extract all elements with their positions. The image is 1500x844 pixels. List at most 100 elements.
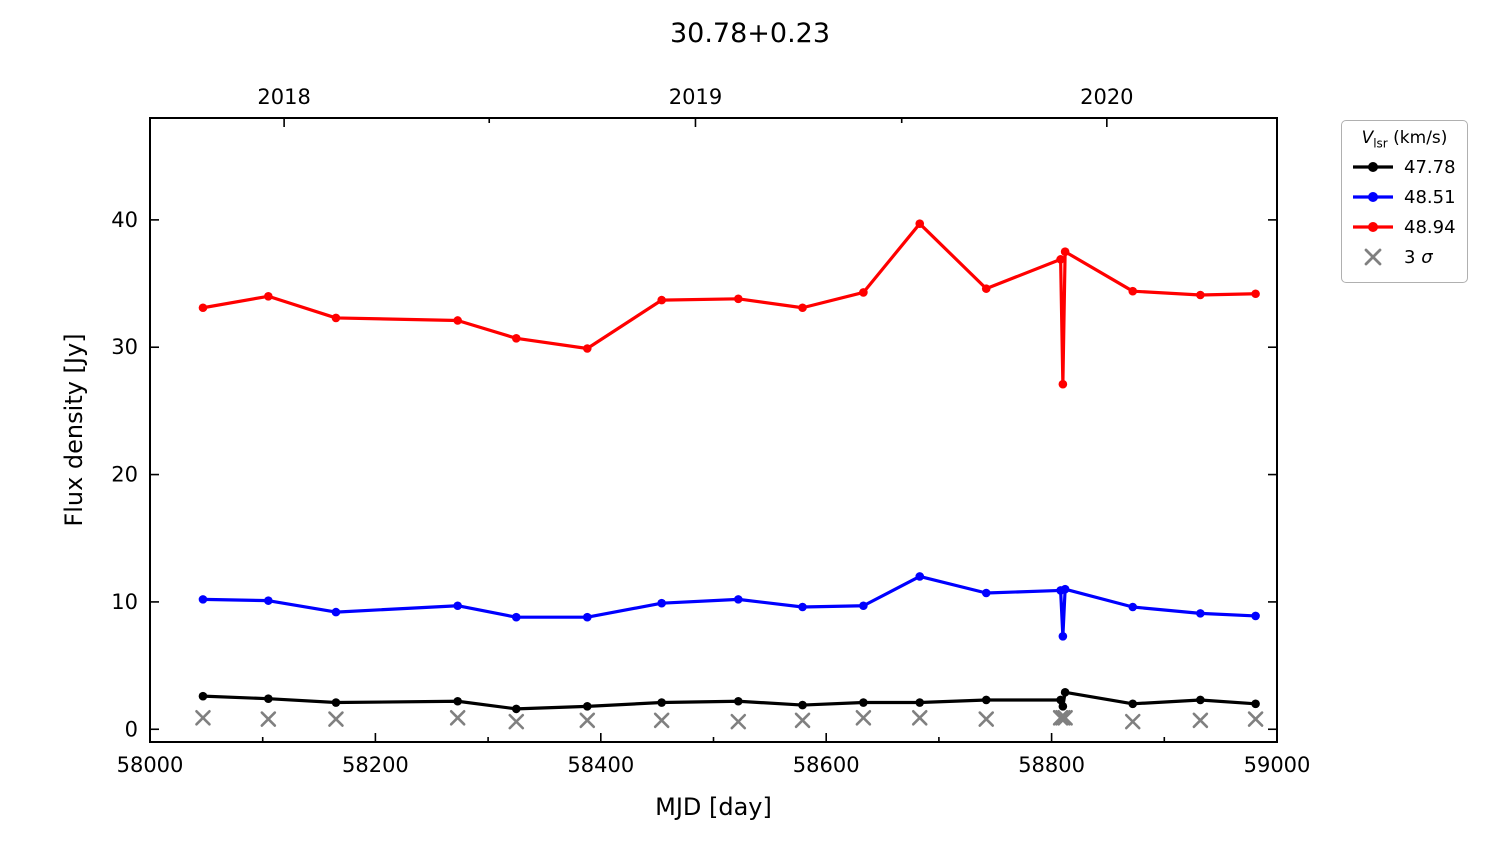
series-point-48.51 xyxy=(1128,602,1138,612)
series-point-48.94 xyxy=(511,334,521,343)
x-axis-tick-label: 58000 xyxy=(117,753,184,777)
series-point-48.94 xyxy=(1196,290,1205,300)
top-axis-year-label: 2020 xyxy=(1080,85,1133,109)
top-axis-year-label: 2018 xyxy=(257,85,310,109)
plot-frame xyxy=(149,117,1278,743)
legend-sample-sigma xyxy=(1364,248,1382,266)
sigma-x-marker-icon xyxy=(730,713,747,730)
series-point-47.78 xyxy=(264,694,273,704)
legend-entry-48.51: 48.51 xyxy=(1342,182,1467,212)
series-point-48.51 xyxy=(981,588,991,598)
legend-dot-47.78 xyxy=(1368,162,1378,172)
chart-title: 30.78+0.23 xyxy=(670,18,830,49)
series-point-48.51 xyxy=(1196,609,1205,618)
legend-entry-label: 48.51 xyxy=(1404,186,1456,208)
series-point-47.78 xyxy=(981,695,991,705)
series-point-48.51 xyxy=(733,595,743,604)
y-axis-tick-label: 10 xyxy=(111,590,138,614)
series-point-47.78 xyxy=(1058,702,1068,711)
sigma-x-marker-icon xyxy=(508,713,525,730)
legend-entry-48.94: 48.94 xyxy=(1342,212,1467,242)
series-point-48.94 xyxy=(1251,289,1260,299)
series-point-48.51 xyxy=(798,602,807,612)
x-axis-tick-label: 58600 xyxy=(793,753,860,777)
series-point-48.51 xyxy=(198,595,208,604)
series-point-48.94 xyxy=(1056,255,1065,264)
series-markers-48.94 xyxy=(198,219,1260,389)
series-point-47.78 xyxy=(453,696,462,706)
legend-sample-48.94 xyxy=(1353,222,1393,232)
series-point-48.94 xyxy=(264,291,273,301)
series-point-47.78 xyxy=(733,696,743,706)
sigma-x-marker-icon xyxy=(195,710,211,726)
sigma-x-marker-icon xyxy=(449,710,466,726)
legend-entries: 47.78 48.51 48.94 3 σ xyxy=(1342,152,1467,272)
y-axis-label: Flux density [Jy] xyxy=(60,333,88,526)
x-axis-tick-label: 58400 xyxy=(567,753,634,777)
series-point-48.51 xyxy=(1058,632,1068,641)
series-point-47.78 xyxy=(915,698,925,707)
series-point-47.78 xyxy=(511,704,521,714)
series-point-48.94 xyxy=(798,303,807,313)
legend-dot-48.94 xyxy=(1368,222,1378,232)
series-point-48.94 xyxy=(1128,286,1138,296)
series-point-48.94 xyxy=(657,295,666,305)
series-point-48.51 xyxy=(511,612,521,622)
series-line-48.51 xyxy=(201,574,1258,638)
series-point-48.94 xyxy=(1058,379,1068,389)
top-axis-year-label: 2019 xyxy=(669,85,722,109)
sigma-x-marker-icon xyxy=(328,711,344,727)
sigma-symbol: σ xyxy=(1421,246,1433,268)
y-axis-tick-label: 20 xyxy=(111,463,138,487)
legend-sample-48.51 xyxy=(1353,192,1393,202)
x-axis-tick-label: 58200 xyxy=(342,753,409,777)
series-point-48.51 xyxy=(453,601,462,611)
sigma-x-marker-icon xyxy=(1055,710,1071,726)
series-line-47.78 xyxy=(201,690,1258,711)
series-point-48.94 xyxy=(915,219,925,228)
y-axis-tick-label: 30 xyxy=(111,335,138,359)
series-point-47.78 xyxy=(198,691,208,701)
series-markers-48.51 xyxy=(198,572,1260,641)
legend-entry-label: 3 σ xyxy=(1404,246,1433,268)
series-point-48.51 xyxy=(657,598,666,608)
series-point-47.78 xyxy=(582,702,592,711)
series-markers-47.78 xyxy=(198,688,1260,714)
series-point-48.94 xyxy=(331,313,341,323)
sigma-x-marker-icon xyxy=(579,712,596,729)
sigma-x-marker-icon xyxy=(1052,710,1069,726)
legend-entry-label: 47.78 xyxy=(1404,156,1456,178)
series-point-47.78 xyxy=(1060,688,1070,697)
series-point-48.94 xyxy=(1060,247,1070,257)
series-point-47.78 xyxy=(859,698,868,707)
series-point-48.94 xyxy=(582,344,592,353)
sigma-x-marker-icon xyxy=(978,711,995,727)
series-point-48.51 xyxy=(331,607,341,617)
x-axis-tick-label: 58800 xyxy=(1018,753,1085,777)
series-point-48.51 xyxy=(582,612,592,622)
series-point-48.94 xyxy=(981,284,991,293)
series-point-47.78 xyxy=(1196,695,1205,705)
series-point-47.78 xyxy=(657,698,666,707)
series-point-47.78 xyxy=(798,700,807,710)
x-axis-tick-label: 59000 xyxy=(1244,753,1311,777)
legend: Vlsr (km/s) 47.78 48.51 48.94 3 σ xyxy=(1341,120,1468,283)
series-point-48.51 xyxy=(859,601,868,611)
series-point-47.78 xyxy=(1251,699,1260,709)
sigma-x-marker-icon xyxy=(1124,713,1141,730)
legend-x-marker-icon xyxy=(1364,248,1382,266)
sigma-x-marker-icon xyxy=(855,710,872,726)
sigma-x-marker-icon xyxy=(653,712,670,729)
series-point-47.78 xyxy=(331,698,341,707)
legend-sample-47.78 xyxy=(1353,162,1393,172)
y-axis-tick-label: 40 xyxy=(111,208,138,232)
legend-title-variable: V xyxy=(1361,128,1374,148)
series-point-47.78 xyxy=(1128,699,1138,709)
sigma-x-marker-icon xyxy=(1247,711,1264,727)
series-point-48.94 xyxy=(453,316,462,325)
series-point-48.51 xyxy=(1251,611,1260,621)
x-axis-label: MJD [day] xyxy=(655,793,772,821)
legend-title-unit: (km/s) xyxy=(1387,128,1448,148)
series-line-48.94 xyxy=(201,222,1258,386)
